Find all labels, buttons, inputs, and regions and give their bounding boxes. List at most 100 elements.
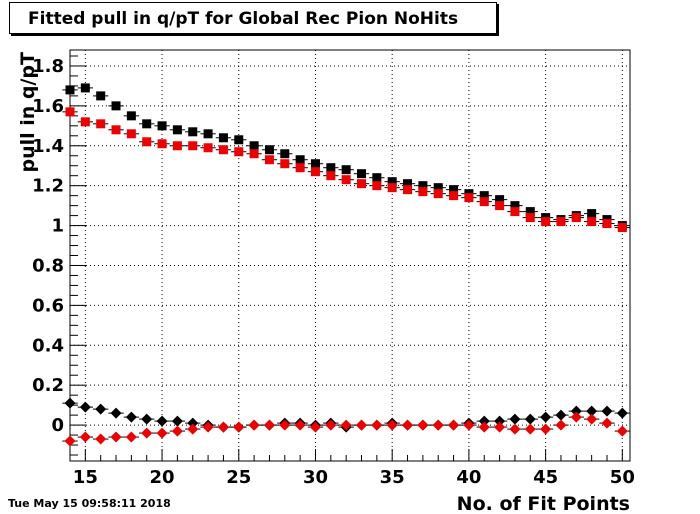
data-point — [616, 407, 628, 419]
data-point — [64, 435, 76, 447]
data-point — [249, 141, 259, 151]
grid — [70, 50, 630, 461]
data-point — [418, 187, 428, 197]
data-point — [218, 145, 228, 155]
series-1 — [62, 107, 630, 233]
data-point — [372, 173, 382, 183]
data-point — [156, 415, 168, 427]
data-point — [202, 421, 214, 433]
data-point — [309, 421, 321, 433]
data-point — [248, 419, 260, 431]
data-point — [172, 141, 182, 151]
data-point — [234, 147, 244, 157]
data-point — [217, 421, 229, 433]
data-point — [478, 415, 490, 427]
data-point — [494, 421, 506, 433]
tick-labels: 15 20 25 30 35 40 45 50 0 0.2 0.4 0.6 0.8 1 1.2 1.4 1.6 1… — [32, 56, 635, 488]
data-point — [495, 201, 505, 211]
data-point — [280, 149, 290, 159]
y-tick-label: 1.2 — [32, 176, 64, 197]
data-point — [95, 403, 107, 415]
data-point — [494, 415, 506, 427]
x-tick-label: 45 — [533, 467, 558, 488]
data-point — [357, 179, 367, 189]
data-point — [555, 409, 567, 421]
data-point — [111, 125, 121, 135]
data-point — [555, 419, 567, 431]
data-point — [617, 223, 627, 233]
data-point — [326, 163, 336, 173]
data-point — [142, 119, 152, 129]
data-point — [433, 189, 443, 199]
data-point — [570, 405, 582, 417]
data-point — [95, 433, 107, 445]
y-axis-title: pull in q/pT — [17, 52, 39, 173]
data-point — [479, 191, 489, 201]
data-point — [187, 423, 199, 435]
data-point — [264, 155, 274, 165]
data-point — [403, 179, 413, 189]
chart-title-box: Fitted pull in q/pT for Global Rec Pion … — [9, 2, 497, 34]
data-point — [96, 119, 106, 129]
data-point — [218, 133, 228, 143]
data-point — [601, 417, 613, 429]
data-point — [371, 419, 383, 431]
data-point — [372, 181, 382, 191]
plot-frame — [69, 49, 631, 462]
data-point — [79, 431, 91, 443]
data-point — [126, 129, 136, 139]
data-point — [171, 425, 183, 437]
y-tick-label: 0.6 — [32, 295, 64, 316]
series-3 — [62, 411, 630, 447]
data-point — [157, 121, 167, 131]
y-tick-label: 1.8 — [32, 56, 64, 77]
data-point — [601, 405, 613, 417]
y-tick-label: 1.4 — [32, 136, 64, 157]
data-point — [295, 163, 305, 173]
data-point — [602, 219, 612, 229]
data-point — [357, 169, 367, 179]
y-tick-label: 1.6 — [32, 96, 64, 117]
data-point — [387, 183, 397, 193]
data-point — [187, 417, 199, 429]
data-point — [571, 213, 581, 223]
timestamp: Tue May 15 09:58:11 2018 — [8, 497, 171, 510]
x-tick-label: 20 — [150, 467, 175, 488]
data-point — [464, 193, 474, 203]
data-point — [449, 185, 459, 195]
data-point — [509, 413, 521, 425]
data-point — [340, 419, 352, 431]
data-point — [524, 423, 536, 435]
data-point — [540, 411, 552, 423]
data-point — [110, 431, 122, 443]
data-point — [125, 411, 137, 423]
data-point — [341, 165, 351, 175]
data-point — [478, 421, 490, 433]
data-point — [570, 411, 582, 423]
data-series — [62, 83, 630, 447]
data-point — [449, 191, 459, 201]
data-point — [188, 127, 198, 137]
data-point — [295, 155, 305, 165]
y-tick-label: 0.2 — [32, 375, 64, 396]
x-tick-label: 50 — [610, 467, 635, 488]
data-point — [525, 213, 535, 223]
data-point — [433, 183, 443, 193]
data-point — [509, 423, 521, 435]
data-point — [463, 419, 475, 431]
data-point — [586, 413, 598, 425]
data-point — [203, 129, 213, 139]
data-point — [64, 397, 76, 409]
data-point — [249, 149, 259, 159]
data-point — [233, 421, 245, 433]
chart-title: Fitted pull in q/pT for Global Rec Pion … — [28, 9, 459, 29]
x-tick-label: 40 — [456, 467, 481, 488]
data-point — [587, 217, 597, 227]
data-point — [96, 91, 106, 101]
x-axis-title: No. of Fit Points — [457, 493, 630, 514]
data-point — [325, 419, 337, 431]
x-tick-label: 30 — [303, 467, 328, 488]
data-point — [188, 141, 198, 151]
data-point — [556, 217, 566, 227]
